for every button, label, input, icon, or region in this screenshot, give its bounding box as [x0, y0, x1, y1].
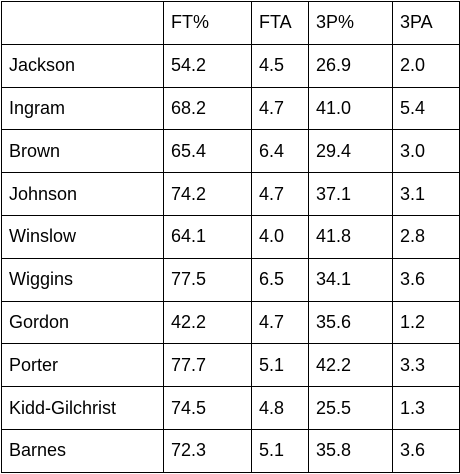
player-name-cell: Brown	[1, 129, 164, 174]
3p-pct-cell: 25.5	[308, 386, 393, 430]
player-name-cell: Wiggins	[1, 257, 164, 302]
table-row: Johnson 74.2 4.7 37.1 3.1	[1, 172, 460, 216]
3pa-cell: 3.3	[392, 343, 460, 388]
table-row: Wiggins 77.5 6.5 34.1 3.6	[1, 257, 460, 302]
3pa-cell: 3.1	[392, 172, 460, 216]
3p-pct-cell: 34.1	[308, 257, 393, 302]
ft-pct-cell: 74.2	[163, 172, 252, 216]
fta-cell: 4.7	[251, 172, 309, 216]
player-name-cell: Barnes	[1, 428, 164, 473]
3p-pct-cell: 26.9	[308, 43, 393, 88]
player-name-cell: Porter	[1, 343, 164, 388]
fta-cell: 4.8	[251, 386, 309, 430]
header-cell-3p-pct: 3P%	[308, 1, 393, 45]
3p-pct-cell: 35.6	[308, 300, 393, 345]
header-cell-3pa: 3PA	[392, 1, 460, 45]
3pa-cell: 3.6	[392, 257, 460, 302]
3pa-cell: 3.6	[392, 428, 460, 473]
fta-cell: 4.0	[251, 214, 309, 259]
ft-pct-cell: 68.2	[163, 86, 252, 131]
header-cell-ft-pct: FT%	[163, 1, 252, 45]
table-row: Barnes 72.3 5.1 35.8 3.6	[1, 428, 460, 473]
ft-pct-cell: 65.4	[163, 129, 252, 174]
table-row: Porter 77.7 5.1 42.2 3.3	[1, 343, 460, 388]
player-name-cell: Johnson	[1, 172, 164, 216]
fta-cell: 6.5	[251, 257, 309, 302]
fta-cell: 4.7	[251, 300, 309, 345]
3pa-cell: 2.8	[392, 214, 460, 259]
player-name-cell: Ingram	[1, 86, 164, 131]
3p-pct-cell: 29.4	[308, 129, 393, 174]
table-row: Jackson 54.2 4.5 26.9 2.0	[1, 43, 460, 88]
3pa-cell: 3.0	[392, 129, 460, 174]
player-name-cell: Jackson	[1, 43, 164, 88]
ft-pct-cell: 64.1	[163, 214, 252, 259]
3pa-cell: 2.0	[392, 43, 460, 88]
header-row: FT% FTA 3P% 3PA	[1, 1, 460, 45]
ft-pct-cell: 77.7	[163, 343, 252, 388]
3p-pct-cell: 42.2	[308, 343, 393, 388]
ft-pct-cell: 72.3	[163, 428, 252, 473]
header-cell-player	[1, 1, 164, 45]
fta-cell: 4.5	[251, 43, 309, 88]
3p-pct-cell: 41.0	[308, 86, 393, 131]
table-row: Kidd-Gilchrist 74.5 4.8 25.5 1.3	[1, 386, 460, 430]
3pa-cell: 1.2	[392, 300, 460, 345]
header-cell-fta: FTA	[251, 1, 309, 45]
table-body: Jackson 54.2 4.5 26.9 2.0 Ingram 68.2 4.…	[1, 43, 460, 473]
ft-pct-cell: 77.5	[163, 257, 252, 302]
player-name-cell: Gordon	[1, 300, 164, 345]
table-row: Ingram 68.2 4.7 41.0 5.4	[1, 86, 460, 131]
fta-cell: 5.1	[251, 343, 309, 388]
table-row: Brown 65.4 6.4 29.4 3.0	[1, 129, 460, 174]
table-header: FT% FTA 3P% 3PA	[1, 1, 460, 45]
fta-cell: 5.1	[251, 428, 309, 473]
table-row: Gordon 42.2 4.7 35.6 1.2	[1, 300, 460, 345]
ft-pct-cell: 54.2	[163, 43, 252, 88]
3p-pct-cell: 35.8	[308, 428, 393, 473]
ft-pct-cell: 42.2	[163, 300, 252, 345]
ft-pct-cell: 74.5	[163, 386, 252, 430]
fta-cell: 6.4	[251, 129, 309, 174]
table-row: Winslow 64.1 4.0 41.8 2.8	[1, 214, 460, 259]
3p-pct-cell: 37.1	[308, 172, 393, 216]
3p-pct-cell: 41.8	[308, 214, 393, 259]
player-name-cell: Winslow	[1, 214, 164, 259]
player-name-cell: Kidd-Gilchrist	[1, 386, 164, 430]
fta-cell: 4.7	[251, 86, 309, 131]
3pa-cell: 1.3	[392, 386, 460, 430]
3pa-cell: 5.4	[392, 86, 460, 131]
